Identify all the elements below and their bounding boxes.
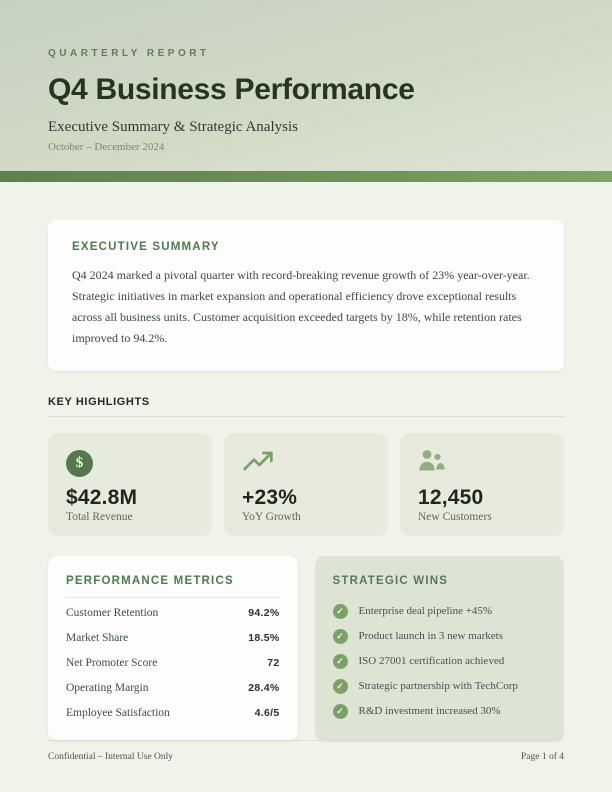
list-item: ✓ Strategic partnership with TechCorp	[332, 678, 547, 694]
kpi-label-growth: YoY Growth	[242, 511, 301, 523]
metric-row: Net Promoter Score 72	[66, 650, 280, 675]
page-number: Page 1 of 4	[520, 752, 564, 762]
report-header: QUARTERLY REPORT Q4 Business Performance…	[0, 0, 612, 171]
dollar-icon: $	[66, 449, 93, 477]
confidentiality-note: Confidential – Internal Use Only	[48, 752, 174, 762]
performance-metrics-divider	[66, 597, 280, 598]
kpi-card-revenue: $ $42.8M Total Revenue	[48, 433, 212, 536]
kpi-value-revenue: $42.8M	[66, 486, 138, 509]
key-highlights-heading: KEY HIGHLIGHTS	[48, 396, 150, 408]
performance-metrics-card: PERFORMANCE METRICS Customer Retention 9…	[48, 556, 298, 741]
win-text: Product launch in 3 new markets	[358, 630, 504, 642]
report-body: EXECUTIVE SUMMARY Q4 2024 marked a pivot…	[0, 220, 612, 742]
users-icon	[418, 448, 450, 479]
metric-label: Employee Satisfaction	[66, 706, 170, 719]
performance-metrics-heading: PERFORMANCE METRICS	[66, 575, 234, 587]
check-icon: ✓	[332, 628, 348, 644]
metric-label: Operating Margin	[66, 681, 149, 694]
executive-summary-heading: EXECUTIVE SUMMARY	[72, 241, 220, 253]
metric-row: Employee Satisfaction 4.6/5	[66, 700, 280, 725]
win-text: ISO 27001 certification achieved	[358, 655, 505, 667]
list-item: ✓ ISO 27001 certification achieved	[332, 653, 547, 669]
win-text: Strategic partnership with TechCorp	[358, 680, 518, 692]
executive-summary-text: Q4 2024 marked a pivotal quarter with re…	[72, 268, 530, 345]
metric-row: Operating Margin 28.4%	[66, 675, 280, 700]
kpi-value-growth: +23%	[242, 486, 298, 509]
win-text: Enterprise deal pipeline +45%	[358, 605, 493, 617]
trending-up-icon	[242, 449, 274, 478]
kpi-card-customers: 12,450 New Customers	[400, 433, 564, 536]
list-item: ✓ Product launch in 3 new markets	[332, 628, 547, 644]
strategic-wins-heading: STRATEGIC WINS	[332, 575, 449, 587]
accent-band	[0, 171, 612, 182]
check-icon: ✓	[332, 603, 348, 619]
metric-label: Net Promoter Score	[66, 656, 158, 669]
page-subtitle: Executive Summary & Strategic Analysis	[48, 118, 298, 135]
kpi-card-growth: +23% YoY Growth	[224, 433, 388, 536]
report-period: October – December 2024	[48, 140, 165, 153]
executive-summary-card: EXECUTIVE SUMMARY Q4 2024 marked a pivot…	[48, 220, 564, 371]
list-item: ✓ Enterprise deal pipeline +45%	[332, 603, 547, 619]
win-text: R&D investment increased 30%	[358, 705, 501, 717]
lower-two-column: PERFORMANCE METRICS Customer Retention 9…	[48, 556, 564, 742]
check-icon: ✓	[332, 678, 348, 694]
dollar-glyph: $	[75, 454, 84, 471]
metric-value: 94.2%	[248, 606, 280, 619]
metric-value: 18.5%	[248, 631, 280, 644]
metric-value: 28.4%	[248, 681, 280, 694]
metric-label: Market Share	[66, 631, 129, 644]
metric-value: 72	[267, 656, 280, 669]
strategic-wins-list: ✓ Enterprise deal pipeline +45% ✓ Produc…	[332, 603, 547, 719]
metric-row: Customer Retention 94.2%	[66, 600, 280, 625]
kpi-label-revenue: Total Revenue	[66, 511, 133, 523]
metric-value: 4.6/5	[254, 706, 280, 719]
kpi-label-customers: New Customers	[418, 511, 492, 523]
kpi-value-customers: 12,450	[418, 486, 484, 509]
strategic-wins-card: STRATEGIC WINS ✓ Enterprise deal pipelin…	[314, 556, 564, 742]
list-item: ✓ R&D investment increased 30%	[332, 703, 547, 719]
report-kicker: QUARTERLY REPORT	[48, 48, 210, 59]
page-title: Q4 Business Performance	[48, 73, 415, 106]
check-icon: ✓	[332, 653, 348, 669]
metric-label: Customer Retention	[66, 606, 159, 619]
page-footer: Confidential – Internal Use Only Page 1 …	[48, 740, 564, 762]
kpi-card-row: $ $42.8M Total Revenue +23% YoY Growt	[48, 433, 564, 536]
key-highlights-divider	[48, 416, 564, 417]
check-icon: ✓	[332, 703, 348, 719]
metric-row: Market Share 18.5%	[66, 625, 280, 650]
